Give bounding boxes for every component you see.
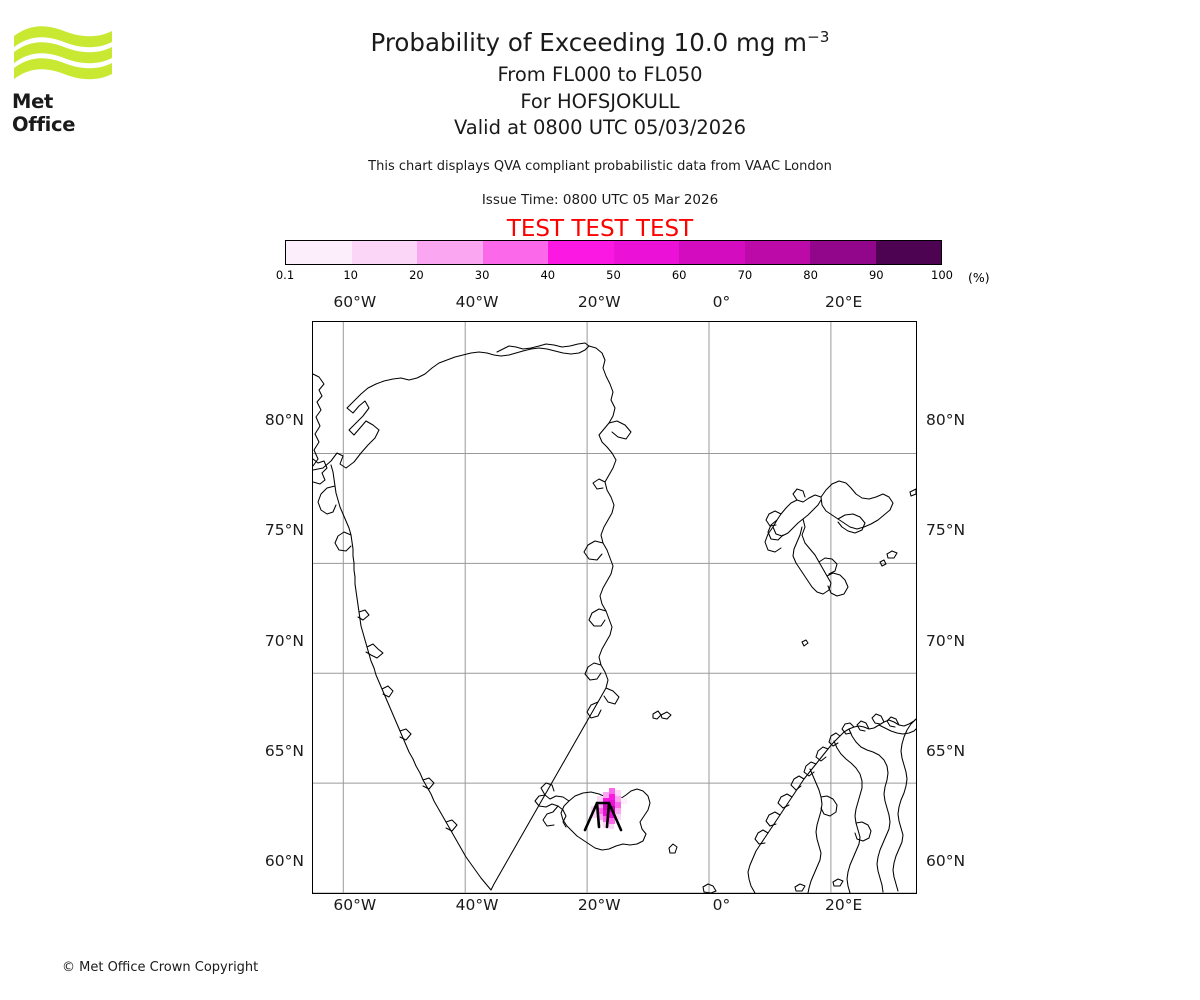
lon-label-top-40°W: 40°W xyxy=(455,293,499,311)
colorbar-band-40-50 xyxy=(548,241,614,264)
test-watermark: TEST TEST TEST xyxy=(506,216,694,242)
lon-label-bottom-60°W: 60°W xyxy=(333,896,377,914)
page-title-superscript: −3 xyxy=(807,28,830,46)
lat-label-left-80°N: 80°N xyxy=(264,411,304,430)
issue-time-text: Issue Time: 0800 UTC 05 Mar 2026 xyxy=(481,192,719,208)
lat-label-right-80°N: 80°N xyxy=(926,411,966,430)
colorbar-tick-70: 70 xyxy=(737,268,753,282)
lon-label-bottom-0°: 0° xyxy=(712,896,731,914)
colorbar-band-80-90 xyxy=(810,241,876,264)
colorbar xyxy=(285,240,942,265)
lat-label-left-70°N: 70°N xyxy=(264,631,304,650)
title-valid-time: Valid at 0800 UTC 05/03/2026 xyxy=(453,116,747,139)
lon-label-top-20°E: 20°E xyxy=(825,293,863,311)
lat-label-right-65°N: 65°N xyxy=(926,741,966,760)
colorbar-tick-100: 100 xyxy=(931,268,953,282)
colorbar-tick-20: 20 xyxy=(409,268,424,282)
lat-label-left-60°N: 60°N xyxy=(264,851,304,870)
lat-label-right-60°N: 60°N xyxy=(926,851,966,870)
colorbar-tick-90: 90 xyxy=(868,268,884,282)
colorbar-tick-40: 40 xyxy=(540,268,556,282)
colorbar-band-20-30 xyxy=(417,241,483,264)
map-plot-area[interactable] xyxy=(312,321,917,894)
colorbar-band-90-100 xyxy=(875,241,941,264)
lat-label-left-75°N: 75°N xyxy=(264,521,304,540)
title-flight-levels: From FL000 to FL050 xyxy=(497,63,703,86)
lon-label-top-60°W: 60°W xyxy=(333,293,377,311)
map-svg xyxy=(313,322,916,893)
page-title-text: Probability of Exceeding 10.0 mg m xyxy=(370,28,808,58)
colorbar-tick-30: 30 xyxy=(474,268,490,282)
colorbar-tick-80: 80 xyxy=(803,268,818,282)
lat-label-right-70°N: 70°N xyxy=(926,631,966,650)
volcano-marker-icon xyxy=(583,801,623,832)
met-office-waves-icon xyxy=(14,26,112,80)
lon-label-bottom-40°W: 40°W xyxy=(455,896,499,914)
met-office-logo: Met Office xyxy=(12,22,122,136)
colorbar-band-0.1-10 xyxy=(286,241,352,264)
copyright-text: © Met Office Crown Copyright xyxy=(62,960,259,975)
disclaimer-text: This chart displays QVA compliant probab… xyxy=(368,159,832,174)
lon-label-bottom-20°W: 20°W xyxy=(577,896,621,914)
lon-label-top-0°: 0° xyxy=(712,293,731,311)
colorbar-tick-50: 50 xyxy=(606,268,621,282)
title-volcano: For HOFSJOKULL xyxy=(520,90,680,113)
colorbar-units-label: (%) xyxy=(968,270,990,285)
colorbar-band-50-60 xyxy=(613,241,679,264)
lon-label-top-20°W: 20°W xyxy=(577,293,621,311)
lat-label-right-75°N: 75°N xyxy=(926,521,966,540)
colorbar-band-10-20 xyxy=(351,241,417,264)
colorbar-band-30-40 xyxy=(482,241,548,264)
coastlines xyxy=(313,342,916,893)
page-title: Probability of Exceeding 10.0 mg m−3 xyxy=(0,28,1200,57)
colorbar-band-60-70 xyxy=(679,241,745,264)
colorbar-tick-60: 60 xyxy=(671,268,687,282)
colorbar-band-70-80 xyxy=(744,241,810,264)
lat-label-left-65°N: 65°N xyxy=(264,741,304,760)
colorbar-gradient xyxy=(285,240,942,265)
colorbar-tick-0.1: 0.1 xyxy=(275,268,295,282)
lon-label-bottom-20°E: 20°E xyxy=(825,896,863,914)
colorbar-tick-10: 10 xyxy=(343,268,359,282)
met-office-wordmark: Met Office xyxy=(12,90,76,136)
